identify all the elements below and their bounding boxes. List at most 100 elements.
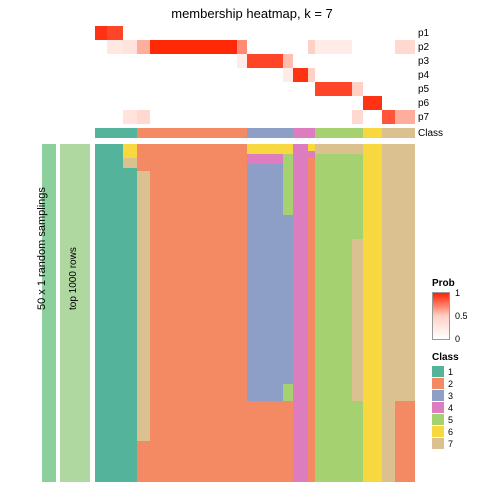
class-annotation-strip xyxy=(95,128,415,138)
prob-cell xyxy=(107,26,124,40)
prob-cell xyxy=(95,68,107,82)
prob-cell xyxy=(308,54,315,68)
prob-cell xyxy=(293,54,308,68)
prob-cell xyxy=(315,40,352,54)
prob-cell xyxy=(150,54,237,68)
prob-cell xyxy=(395,96,415,110)
prob-cell xyxy=(315,54,352,68)
prob-cell xyxy=(95,54,107,68)
legend-class: Class 1234567 xyxy=(432,352,459,450)
prob-cell xyxy=(315,96,352,110)
prob-cell xyxy=(395,26,415,40)
heatmap-cell xyxy=(315,154,352,482)
prob-cell xyxy=(107,40,124,54)
prob-cell xyxy=(352,40,364,54)
class-cell xyxy=(315,128,352,138)
legend-prob-title: Prob xyxy=(432,278,496,289)
prob-cell xyxy=(382,40,395,54)
page-title: membership heatmap, k = 7 xyxy=(0,6,504,21)
legend-class-item: 4 xyxy=(432,402,459,413)
prob-cell xyxy=(150,40,237,54)
prob-cell xyxy=(237,40,247,54)
heatmap-cell xyxy=(315,144,352,154)
heatmap-cell xyxy=(283,154,293,215)
heatmap-cell xyxy=(247,144,284,154)
class-cell xyxy=(123,128,136,138)
prob-cell xyxy=(95,26,107,40)
prob-cell xyxy=(283,40,293,54)
class-cell xyxy=(395,128,415,138)
legend-class-item: 2 xyxy=(432,378,459,389)
legend-class-swatch xyxy=(432,414,444,425)
heatmap-cell xyxy=(283,144,293,154)
prob-cell xyxy=(308,110,315,124)
prob-cell xyxy=(137,82,150,96)
class-cell xyxy=(283,128,293,138)
prob-cell xyxy=(107,110,124,124)
class-cell xyxy=(137,128,150,138)
class-cell xyxy=(107,128,124,138)
heatmap-cell xyxy=(308,144,315,151)
prob-cell xyxy=(137,96,150,110)
prob-cell xyxy=(382,110,395,124)
heatmap-cell xyxy=(293,144,308,482)
prob-cell xyxy=(395,54,415,68)
heatmap-cell xyxy=(237,144,247,482)
class-cell xyxy=(150,128,237,138)
prob-cell xyxy=(293,68,308,82)
legend-class-label: 3 xyxy=(448,391,453,401)
prob-cell xyxy=(293,40,308,54)
row-label: p5 xyxy=(418,84,429,95)
membership-heatmap-top xyxy=(95,26,415,124)
prob-cell xyxy=(395,110,415,124)
prob-cell xyxy=(283,96,293,110)
legend-class-swatch xyxy=(432,378,444,389)
prob-cell xyxy=(283,82,293,96)
prob-cell xyxy=(247,82,284,96)
prob-cell xyxy=(247,40,284,54)
prob-cell xyxy=(293,82,308,96)
legend-class-item: 7 xyxy=(432,438,459,449)
prob-cell xyxy=(95,110,107,124)
heatmap-cell xyxy=(137,441,150,482)
legend-class-label: 2 xyxy=(448,379,453,389)
legend-class-label: 5 xyxy=(448,415,453,425)
prob-cell xyxy=(237,26,247,40)
prob-cell xyxy=(382,26,395,40)
legend-prob-tick: 1 xyxy=(455,288,460,298)
heatmap-cell xyxy=(123,168,136,482)
legend-class-swatch xyxy=(432,402,444,413)
prob-cell xyxy=(247,68,284,82)
row-label: p1 xyxy=(418,28,429,39)
legend-class-label: 7 xyxy=(448,439,453,449)
class-cell xyxy=(352,128,364,138)
prob-cell xyxy=(363,26,381,40)
prob-cell xyxy=(363,96,381,110)
prob-cell xyxy=(395,40,415,54)
prob-cell xyxy=(395,82,415,96)
prob-cell xyxy=(95,96,107,110)
prob-cell xyxy=(293,26,308,40)
heatmap-cell xyxy=(247,401,284,482)
prob-cell xyxy=(293,110,308,124)
legend-class-swatch xyxy=(432,390,444,401)
prob-cell xyxy=(352,96,364,110)
heatmap-cell xyxy=(283,384,293,401)
prob-cell xyxy=(352,26,364,40)
legend-class-title: Class xyxy=(432,352,459,363)
prob-cell xyxy=(308,96,315,110)
legend-class-item: 5 xyxy=(432,414,459,425)
prob-cell xyxy=(363,40,381,54)
prob-cell xyxy=(308,68,315,82)
heatmap-cell xyxy=(123,144,136,158)
prob-cell xyxy=(363,82,381,96)
prob-cell xyxy=(123,26,136,40)
class-cell xyxy=(247,128,284,138)
prob-cell xyxy=(315,26,352,40)
row-label: p2 xyxy=(418,42,429,53)
prob-cell xyxy=(247,54,284,68)
prob-cell xyxy=(315,68,352,82)
heatmap-cell xyxy=(137,144,150,171)
prob-cell xyxy=(315,82,352,96)
prob-cell xyxy=(283,54,293,68)
